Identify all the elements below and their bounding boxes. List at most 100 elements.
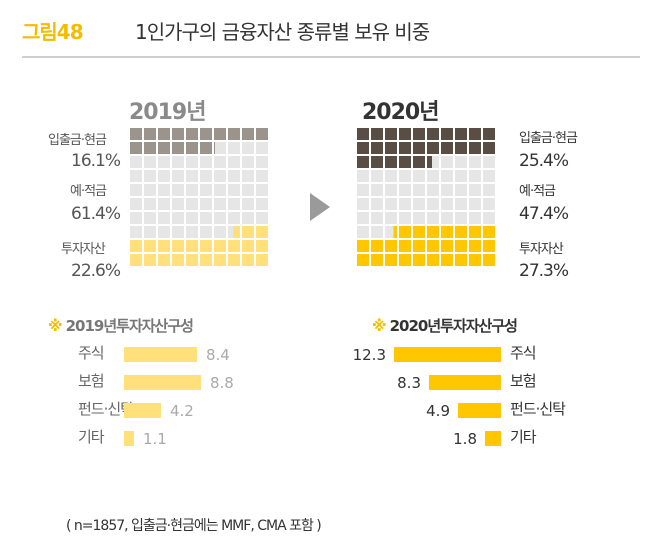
waffle-2019-cell-savings: [228, 170, 240, 182]
waffle-2020-cell-savings: [427, 184, 439, 196]
waffle-2020-cell-invest: [413, 226, 425, 238]
waffle-2020-cell-cash: [483, 128, 495, 140]
waffle-2020-cell-cash: [371, 156, 383, 168]
waffle-2020-cell-savings: [413, 212, 425, 224]
waffle-2020-cell-savings: [427, 170, 439, 182]
waffle-2019-cell-invest: [172, 254, 184, 266]
waffle-2020-cell-savings: [371, 184, 383, 196]
waffle-2019-cell-savings: [200, 226, 212, 238]
waffle-2019-cell-savings: [214, 184, 226, 196]
waffle-2020-cell-savings: [385, 184, 397, 196]
waffle-2019-cell-invest: [172, 240, 184, 252]
composition-2020-title-text: 2020년투자자산구성: [389, 317, 518, 335]
waffle-2019-cell-savings: [200, 170, 212, 182]
waffle-2019-cell-invest: [144, 254, 156, 266]
waffle-2020-cell-invest: [399, 240, 411, 252]
waffle-2019-cell-savings: [130, 156, 142, 168]
waffle-2019-cell-savings: [228, 156, 240, 168]
waffle-2019-cell-invest: [256, 226, 268, 238]
waffle-2020-cell-invest: [483, 226, 495, 238]
waffle-2020-cell-invest: [441, 254, 453, 266]
waffle-2020-cell-cash: [455, 142, 467, 154]
waffle-2020-cell-savings: [441, 184, 453, 196]
waffle-2020-cell-savings: [483, 170, 495, 182]
waffle-2019-cell-invest: [130, 240, 142, 252]
waffle-2019-cell-savings: [186, 170, 198, 182]
bar-2020-value: 4.9: [426, 402, 450, 420]
waffle-2019-cell-cash: [228, 128, 240, 140]
waffle-2019-cell-savings: [186, 226, 198, 238]
waffle-2020-cell-invest: [357, 240, 369, 252]
bar-2019-label: 기타: [78, 428, 105, 446]
waffle-2019-cell-cash: [256, 128, 268, 140]
waffle-2020-cell-cash: [413, 128, 425, 140]
waffle-2020-cell-savings: [455, 156, 467, 168]
waffle-2020-cell-cash: [385, 128, 397, 140]
waffle-2020-cell-cash: [455, 128, 467, 140]
bar-2020-label: 보험: [510, 372, 537, 390]
waffle-2019-cell-savings: [186, 198, 198, 210]
waffle-2019-cell-invest: [256, 254, 268, 266]
waffle-2020-cell-savings: [371, 170, 383, 182]
waffle-2020-cell-invest: [427, 226, 439, 238]
waffle-2020-cell-savings: [455, 170, 467, 182]
waffle-2019-cell-savings: [158, 156, 170, 168]
waffle-2020-cell-savings: [469, 198, 481, 210]
waffle-2019-cell-savings: [186, 184, 198, 196]
waffle-2020-cell-invest: [455, 240, 467, 252]
waffle-2020-cell-cash: [441, 142, 453, 154]
arrow-right-icon: [310, 193, 330, 221]
waffle-2019-cell-invest: [214, 254, 226, 266]
year-2019-label: 2019년: [129, 100, 206, 125]
waffle-2020-cell-cash-partial: [427, 156, 439, 168]
waffle-2019-cell-cash: [130, 142, 142, 154]
waffle-2020-cell-savings: [469, 170, 481, 182]
waffle-2019-cell-cash-partial: [214, 142, 226, 154]
waffle-2020-cell-savings: [399, 184, 411, 196]
waffle-2020-cell-invest: [455, 254, 467, 266]
waffle-2020-cell-savings: [455, 198, 467, 210]
waffle-2020-cell-invest: [469, 254, 481, 266]
waffle-2019-cell-savings: [242, 142, 254, 154]
waffle-2019-cell-cash: [144, 142, 156, 154]
waffle-2019-invest-pct: 22.6%: [71, 261, 121, 281]
waffle-2019-cell-invest: [144, 240, 156, 252]
year-2020-label: 2020년: [362, 100, 439, 125]
waffle-2019-cell-savings: [144, 226, 156, 238]
waffle-2019-cell-cash: [158, 128, 170, 140]
bar-2019-value: 8.4: [206, 346, 230, 364]
waffle-2020-cell-savings: [385, 212, 397, 224]
waffle-2020-cell-invest: [399, 226, 411, 238]
waffle-2020-cell-savings: [357, 212, 369, 224]
waffle-2019-cell-savings: [256, 170, 268, 182]
waffle-2019-invest-label: 투자자산: [61, 242, 106, 257]
waffle-2019-cell-savings: [186, 156, 198, 168]
waffle-2019-cell-invest: [228, 240, 240, 252]
waffle-2019-cell-cash: [214, 128, 226, 140]
waffle-2019-cell-savings: [228, 212, 240, 224]
waffle-2020-cell-savings: [399, 170, 411, 182]
waffle-2020-cell-invest: [371, 254, 383, 266]
bar-2020-label: 기타: [510, 428, 537, 446]
waffle-2020-cell-savings: [371, 226, 383, 238]
waffle-2019-cell-savings: [172, 184, 184, 196]
waffle-2020-cell-savings: [469, 184, 481, 196]
waffle-2019-cell-cash: [242, 128, 254, 140]
composition-2019-title: ※ 2019년투자자산구성: [48, 315, 194, 336]
waffle-2019-cell-invest: [130, 254, 142, 266]
bar-2020-label: 펀드·신탁: [510, 400, 566, 418]
waffle-2020-cell-invest-partial: [385, 226, 397, 238]
waffle-2020-cell-cash: [385, 142, 397, 154]
waffle-2019-cell-savings: [130, 212, 142, 224]
waffle-2019-cell-savings: [242, 184, 254, 196]
waffle-2020-cell-invest: [469, 226, 481, 238]
waffle-2020-cell-cash: [427, 128, 439, 140]
waffle-2020-cell-savings: [413, 184, 425, 196]
waffle-2019-cash-label: 입출금·현금: [48, 133, 107, 148]
bar-2019-value: 1.1: [143, 430, 167, 448]
waffle-2019-cell-invest: [242, 254, 254, 266]
bar-2019-label: 보험: [78, 372, 105, 390]
waffle-2020-cell-cash: [413, 156, 425, 168]
waffle-2020-cell-savings: [399, 212, 411, 224]
waffle-2019-cell-savings: [172, 212, 184, 224]
